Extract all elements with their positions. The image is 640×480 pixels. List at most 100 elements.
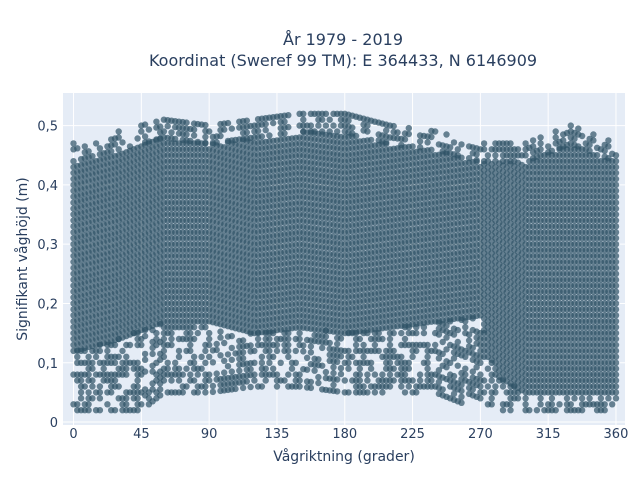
scatter-point [443,334,450,341]
scatter-point [202,324,209,331]
scatter-point [307,378,315,386]
scatter-point [386,371,394,378]
scatter-point [111,141,119,148]
scatter-point [315,379,322,387]
scatter-point [416,371,424,378]
scatter-point [522,395,529,402]
scatter-point [285,123,292,131]
scatter-point [149,350,156,358]
scatter-point [108,148,115,155]
scatter-point [141,350,149,358]
scatter-point [469,386,476,393]
scatter-point [239,337,247,344]
scatter-point [96,395,104,402]
scatter-point [330,364,337,371]
scatter-point [96,347,104,355]
scatter-point [443,322,450,329]
scatter-point [119,347,126,355]
scatter-point [273,383,281,390]
scatter-point [413,329,420,337]
scatter-point [258,359,266,366]
scatter-point [115,353,122,360]
scatter-point [296,329,303,337]
scatter-point [183,365,190,372]
scatter-point [190,126,198,133]
scatter-point [251,359,258,366]
scatter-point [334,388,341,395]
scatter-point [228,356,235,363]
scatter-point [213,370,220,377]
scatter-point [198,353,205,360]
scatter-point [157,386,164,393]
scatter-point [300,116,307,123]
scatter-point [141,332,149,340]
scatter-point [420,324,428,331]
scatter-point [413,347,420,355]
scatter-point [375,329,382,337]
scatter-point [488,395,495,402]
scatter-point [239,355,247,362]
scatter-point [266,359,273,366]
scatter-point [217,132,224,140]
scatter-point [198,365,205,372]
scatter-point [507,407,514,414]
scatter-point [507,401,514,408]
scatter-point [454,338,461,346]
scatter-point [356,371,363,378]
scatter-point [480,140,488,147]
scatter-point [96,383,104,390]
scatter-point [447,359,454,366]
scatter-point [172,135,179,143]
scatter-point [85,389,92,396]
scatter-point [221,339,228,347]
scatter-point [322,122,330,129]
scatter-point [228,344,235,352]
scatter-point [157,123,164,130]
scatter-point [469,368,476,375]
scatter-point [296,377,303,384]
scatter-point [375,347,382,355]
scatter-point [296,371,303,378]
scatter-point [334,376,341,383]
scatter-point [319,362,326,369]
scatter-point [74,145,81,152]
scatter-point [443,346,450,353]
scatter-point [390,122,397,130]
scatter-point [458,393,465,400]
scatter-point [356,377,363,384]
scatter-point [315,122,322,129]
scatter-point [492,152,499,159]
scatter-point [190,335,198,343]
scatter-point [190,132,198,139]
scatter-point [349,353,356,360]
scatter-points [70,110,620,414]
scatter-point [334,128,341,135]
scatter-point [217,328,224,335]
scatter-point [477,395,484,402]
scatter-point [251,371,258,378]
scatter-point [175,377,183,384]
scatter-point [311,367,318,374]
scatter-point [454,326,461,334]
scatter-point [424,359,431,366]
scatter-point [187,329,194,337]
scatter-point [307,122,315,129]
scatter-point [92,353,100,360]
scatter-point [307,343,315,350]
scatter-point [138,341,145,349]
scatter-point [89,383,96,390]
scatter-point [251,377,258,384]
scatter-point [206,341,213,349]
scatter-point [405,383,412,390]
scatter-point [473,157,480,164]
scatter-point [383,139,390,146]
scatter-point [213,340,220,348]
scatter-point [473,151,480,158]
scatter-point [352,132,360,140]
scatter-point [221,369,228,376]
scatter-point [424,341,431,349]
scatter-point [398,329,405,337]
scatter-point [499,383,507,390]
scatter-point [89,377,96,384]
scatter-point [190,359,198,366]
